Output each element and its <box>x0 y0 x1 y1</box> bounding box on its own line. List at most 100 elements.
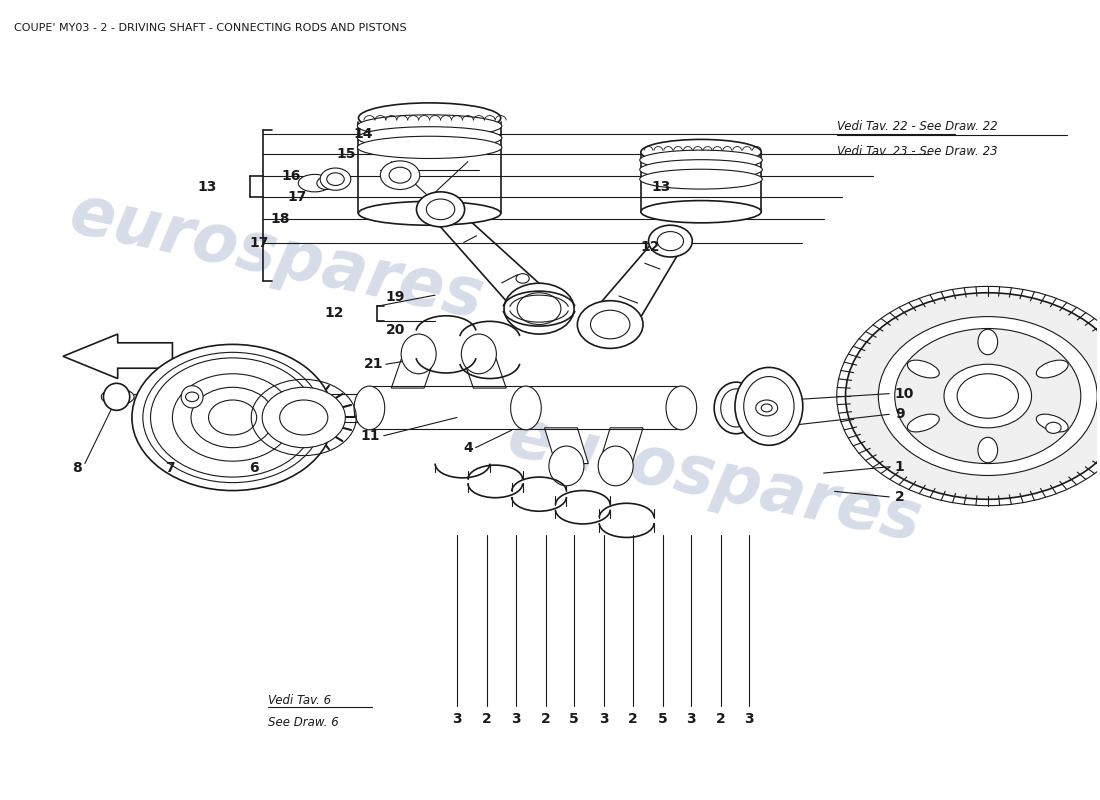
Circle shape <box>761 404 772 412</box>
Text: 20: 20 <box>386 323 405 337</box>
Text: 3: 3 <box>512 712 521 726</box>
Ellipse shape <box>908 414 939 432</box>
Circle shape <box>517 293 561 325</box>
Circle shape <box>1046 422 1062 434</box>
Text: 8: 8 <box>72 461 81 474</box>
Text: 10: 10 <box>894 386 914 401</box>
Ellipse shape <box>714 382 758 434</box>
Circle shape <box>320 168 351 190</box>
Text: 17: 17 <box>287 190 307 205</box>
Text: 14: 14 <box>353 127 373 141</box>
Polygon shape <box>600 428 643 463</box>
Polygon shape <box>544 428 588 463</box>
Ellipse shape <box>641 201 761 223</box>
Text: Vedi Tav. 22 - See Draw. 22: Vedi Tav. 22 - See Draw. 22 <box>837 119 998 133</box>
Text: 21: 21 <box>364 358 384 371</box>
Circle shape <box>756 400 778 416</box>
Ellipse shape <box>358 126 502 149</box>
Ellipse shape <box>720 389 751 427</box>
Ellipse shape <box>549 446 584 486</box>
Text: Vedi Tav. 23 - See Draw. 23: Vedi Tav. 23 - See Draw. 23 <box>837 145 998 158</box>
Ellipse shape <box>598 446 634 486</box>
Ellipse shape <box>908 360 939 378</box>
Text: 18: 18 <box>271 212 290 226</box>
Circle shape <box>591 310 630 339</box>
Circle shape <box>317 177 334 190</box>
Text: 15: 15 <box>337 146 356 161</box>
Text: 13: 13 <box>198 180 218 194</box>
Text: 3: 3 <box>598 712 608 726</box>
Circle shape <box>143 352 322 482</box>
Circle shape <box>186 392 199 402</box>
Circle shape <box>894 329 1081 463</box>
Ellipse shape <box>640 150 762 170</box>
Ellipse shape <box>744 377 794 436</box>
Ellipse shape <box>402 334 437 374</box>
Text: 2: 2 <box>482 712 492 726</box>
Polygon shape <box>588 236 683 333</box>
Ellipse shape <box>978 438 998 462</box>
Text: 3: 3 <box>452 712 462 726</box>
Ellipse shape <box>103 383 130 410</box>
Circle shape <box>846 293 1100 499</box>
Text: eurospares: eurospares <box>64 181 490 333</box>
Text: 16: 16 <box>282 169 301 183</box>
Ellipse shape <box>461 334 496 374</box>
Text: Vedi Tav. 6: Vedi Tav. 6 <box>267 694 331 707</box>
Ellipse shape <box>510 386 541 430</box>
Circle shape <box>173 374 293 461</box>
Ellipse shape <box>640 160 762 179</box>
Text: 2: 2 <box>716 712 726 726</box>
Circle shape <box>381 161 420 190</box>
Circle shape <box>837 286 1100 506</box>
Text: 12: 12 <box>640 241 659 254</box>
Ellipse shape <box>182 386 204 408</box>
Circle shape <box>209 400 256 435</box>
Text: 2: 2 <box>541 712 550 726</box>
Ellipse shape <box>359 103 500 133</box>
Polygon shape <box>462 356 506 388</box>
Circle shape <box>279 400 328 435</box>
Text: eurospares: eurospares <box>502 403 927 555</box>
Ellipse shape <box>641 139 761 165</box>
Ellipse shape <box>735 367 803 446</box>
Text: 3: 3 <box>745 712 754 726</box>
Text: 5: 5 <box>569 712 579 726</box>
Text: 17: 17 <box>249 236 268 250</box>
Text: 4: 4 <box>463 441 473 454</box>
Circle shape <box>578 301 644 348</box>
Text: 19: 19 <box>386 290 405 304</box>
Ellipse shape <box>666 386 696 430</box>
Ellipse shape <box>354 386 385 430</box>
Ellipse shape <box>978 330 998 354</box>
Ellipse shape <box>359 202 500 226</box>
Circle shape <box>151 358 315 477</box>
Circle shape <box>649 226 692 257</box>
Circle shape <box>132 344 333 490</box>
Text: 9: 9 <box>894 407 904 422</box>
Circle shape <box>878 317 1097 475</box>
Text: 1: 1 <box>894 460 904 474</box>
Circle shape <box>427 199 454 220</box>
Polygon shape <box>430 204 557 318</box>
Polygon shape <box>63 334 173 378</box>
Ellipse shape <box>1036 414 1068 432</box>
Circle shape <box>417 192 464 227</box>
Text: 2: 2 <box>894 490 904 504</box>
Circle shape <box>944 364 1032 428</box>
Circle shape <box>957 374 1019 418</box>
Circle shape <box>327 173 344 186</box>
Circle shape <box>191 387 274 448</box>
Ellipse shape <box>298 174 331 192</box>
Text: 2: 2 <box>628 712 638 726</box>
Text: 6: 6 <box>249 461 258 474</box>
Text: 3: 3 <box>686 712 696 726</box>
Text: See Draw. 6: See Draw. 6 <box>267 716 339 729</box>
Circle shape <box>658 231 683 250</box>
Polygon shape <box>392 356 436 388</box>
Text: 13: 13 <box>651 180 670 194</box>
Ellipse shape <box>640 170 762 189</box>
Circle shape <box>516 274 529 283</box>
Text: 7: 7 <box>165 461 175 474</box>
Ellipse shape <box>101 389 134 405</box>
